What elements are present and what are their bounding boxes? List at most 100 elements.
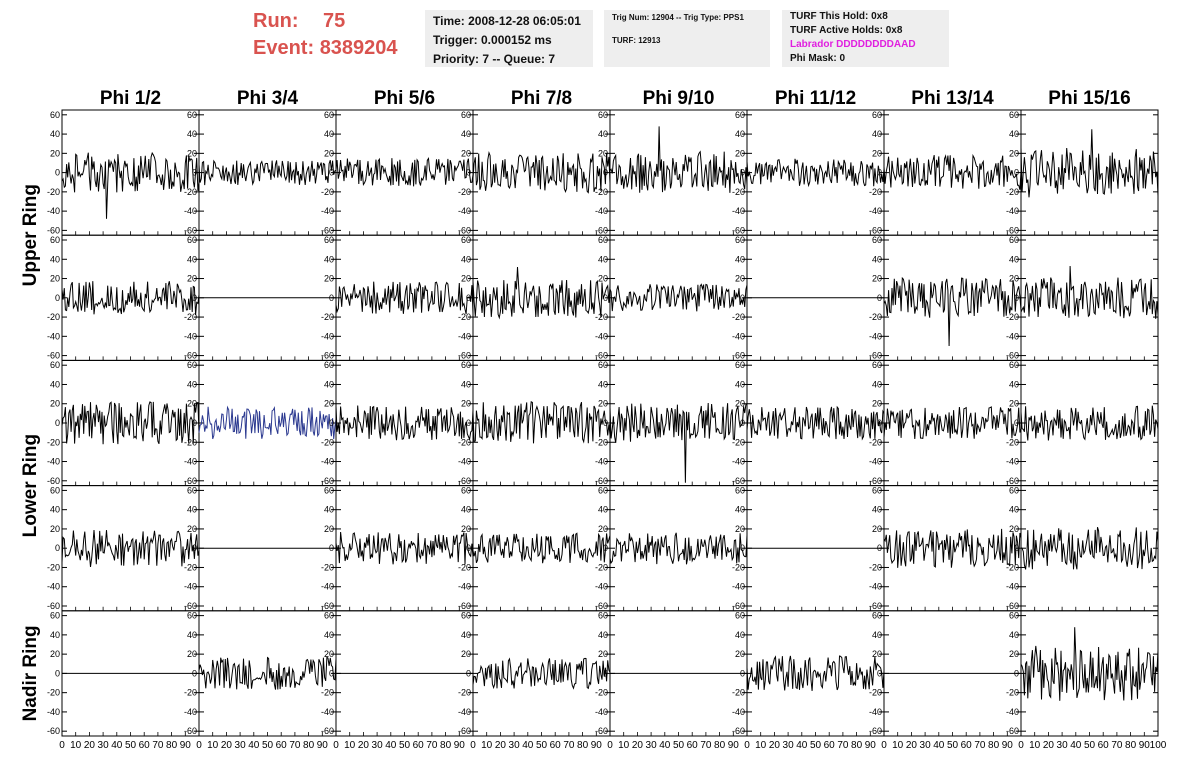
y-tick-label: -20 — [732, 562, 745, 572]
y-tick-label: 40 — [1009, 630, 1019, 640]
y-tick-label: 60 — [598, 360, 608, 370]
y-tick-label: -20 — [595, 437, 608, 447]
y-tick-label: 20 — [872, 148, 882, 158]
y-tick-label: 40 — [735, 505, 745, 515]
y-tick-label: 20 — [50, 649, 60, 659]
x-tick-label: 80 — [577, 740, 589, 751]
x-tick-label: 0 — [744, 740, 750, 751]
y-tick-label: 40 — [1009, 505, 1019, 515]
y-tick-label: 40 — [1009, 129, 1019, 139]
x-tick-label: 90 — [454, 740, 466, 751]
waveform-trace — [884, 155, 1021, 190]
column-header: Phi 13/14 — [911, 88, 994, 109]
y-tick-label: -20 — [321, 437, 334, 447]
y-tick-label: -60 — [321, 225, 334, 235]
y-tick-label: -60 — [732, 351, 745, 361]
y-tick-label: 60 — [1009, 235, 1019, 245]
y-tick-label: 40 — [324, 254, 334, 264]
y-tick-label: -60 — [869, 601, 882, 611]
y-tick-label: 0 — [740, 293, 745, 303]
y-tick-label: 40 — [324, 630, 334, 640]
y-tick-label: 0 — [55, 668, 60, 678]
x-tick-label: 30 — [509, 740, 521, 751]
y-tick-label: 40 — [324, 379, 334, 389]
y-tick-label: -20 — [732, 187, 745, 197]
y-tick-label: 0 — [329, 418, 334, 428]
y-tick-label: -60 — [458, 225, 471, 235]
y-tick-label: 60 — [1009, 485, 1019, 495]
x-tick-label: 10 — [70, 740, 82, 751]
y-tick-label: -40 — [1006, 582, 1019, 592]
y-tick-label: -20 — [184, 688, 197, 698]
y-tick-label: 0 — [877, 418, 882, 428]
y-tick-label: 40 — [324, 505, 334, 515]
x-tick-label: 60 — [1098, 740, 1110, 751]
y-tick-label: -40 — [184, 582, 197, 592]
y-tick-label: -20 — [458, 187, 471, 197]
y-tick-label: 20 — [735, 524, 745, 534]
y-tick-label: 40 — [461, 630, 471, 640]
y-tick-label: 40 — [735, 379, 745, 389]
y-tick-label: 0 — [329, 293, 334, 303]
x-tick-label: 40 — [385, 740, 397, 751]
y-tick-label: -40 — [458, 331, 471, 341]
x-tick-label: 20 — [495, 740, 507, 751]
y-tick-label: 0 — [1014, 293, 1019, 303]
y-tick-label: -40 — [458, 707, 471, 717]
waveform-trace — [62, 281, 199, 315]
y-tick-label: -40 — [47, 457, 60, 467]
x-tick-label: 20 — [358, 740, 370, 751]
waveform-trace — [199, 160, 336, 185]
y-tick-label: 0 — [192, 543, 197, 553]
x-tick-label: 40 — [659, 740, 671, 751]
y-tick-label: -20 — [1006, 562, 1019, 572]
y-tick-label: -20 — [1006, 312, 1019, 322]
y-tick-label: -20 — [869, 312, 882, 322]
y-tick-label: -40 — [732, 707, 745, 717]
y-tick-label: -60 — [321, 351, 334, 361]
column-header: Phi 15/16 — [1048, 88, 1130, 109]
y-tick-label: 0 — [55, 293, 60, 303]
y-tick-label: -20 — [595, 187, 608, 197]
y-tick-label: 60 — [324, 611, 334, 621]
y-tick-label: 60 — [598, 611, 608, 621]
y-tick-label: 0 — [1014, 668, 1019, 678]
y-tick-label: -20 — [458, 437, 471, 447]
y-tick-label: -40 — [184, 707, 197, 717]
y-tick-label: -20 — [869, 562, 882, 572]
y-tick-label: -60 — [47, 601, 60, 611]
y-tick-label: 20 — [872, 274, 882, 284]
y-tick-label: -20 — [458, 562, 471, 572]
x-tick-label: 60 — [961, 740, 973, 751]
x-tick-label: 60 — [413, 740, 425, 751]
y-tick-label: -60 — [47, 351, 60, 361]
x-tick-label: 20 — [221, 740, 233, 751]
y-tick-label: 40 — [872, 379, 882, 389]
y-tick-label: -40 — [184, 457, 197, 467]
y-tick-label: 40 — [872, 129, 882, 139]
y-tick-label: -60 — [47, 225, 60, 235]
x-tick-label: 40 — [522, 740, 534, 751]
y-tick-label: 20 — [1009, 399, 1019, 409]
column-header: Phi 11/12 — [775, 88, 856, 109]
y-tick-label: 40 — [1009, 254, 1019, 264]
x-tick-label: 0 — [196, 740, 202, 751]
y-tick-label: -20 — [1006, 437, 1019, 447]
y-tick-label: 40 — [598, 129, 608, 139]
y-tick-label: -60 — [184, 601, 197, 611]
y-tick-label: -40 — [732, 206, 745, 216]
y-tick-label: 40 — [872, 505, 882, 515]
y-tick-label: 20 — [461, 524, 471, 534]
y-tick-label: -40 — [869, 707, 882, 717]
y-tick-label: -20 — [321, 187, 334, 197]
y-tick-label: 40 — [187, 129, 197, 139]
y-tick-label: 20 — [187, 524, 197, 534]
y-tick-label: 20 — [1009, 524, 1019, 534]
y-tick-label: 40 — [461, 379, 471, 389]
y-tick-label: -40 — [458, 582, 471, 592]
y-tick-label: -20 — [321, 688, 334, 698]
waveform-trace — [199, 407, 336, 439]
x-tick-label: 50 — [536, 740, 548, 751]
y-tick-label: -60 — [595, 726, 608, 736]
x-tick-label: 50 — [399, 740, 411, 751]
